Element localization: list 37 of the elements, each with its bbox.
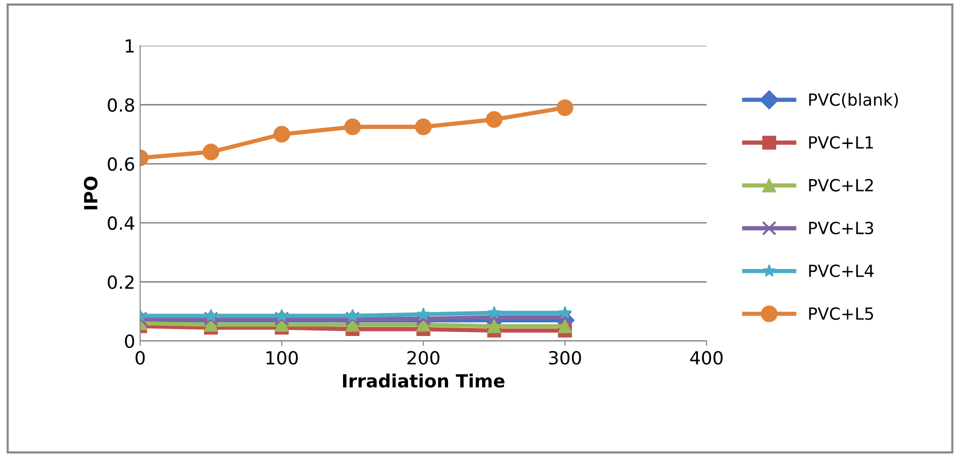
point xyxy=(416,307,430,320)
legend-label: PVC+L5 xyxy=(809,307,874,320)
point xyxy=(558,310,572,325)
point xyxy=(487,319,502,334)
point xyxy=(204,308,218,322)
x-tick-label: 400 xyxy=(690,350,723,365)
point xyxy=(345,311,360,326)
x-tick-label: 100 xyxy=(266,350,298,365)
y-tick-label: 0.8 xyxy=(108,98,134,112)
point xyxy=(204,311,218,326)
y-tick-label: 0.4 xyxy=(108,216,134,230)
point xyxy=(202,144,220,160)
point xyxy=(346,308,360,322)
point xyxy=(344,118,361,136)
y-tick-label: 0.2 xyxy=(108,275,134,289)
point xyxy=(275,308,288,322)
y-tick-label: 0.6 xyxy=(108,157,134,171)
x-tick-label: 0 xyxy=(136,350,145,365)
x-axis-title: Irradiation Time xyxy=(343,374,504,388)
point xyxy=(558,306,572,319)
point xyxy=(274,311,290,326)
point xyxy=(488,306,501,319)
x-tick-label: 200 xyxy=(407,350,440,365)
point xyxy=(558,319,572,334)
point xyxy=(486,111,502,128)
legend-label: PVC+L3 xyxy=(809,222,874,234)
legend-label: PVC(blank) xyxy=(809,93,898,108)
legend-label: PVC+L2 xyxy=(809,178,873,192)
legend-label: PVC+L4 xyxy=(809,264,874,278)
point xyxy=(415,118,432,136)
point xyxy=(273,126,290,143)
y-axis-title: IPO xyxy=(84,176,98,210)
y-tick-label: 0 xyxy=(125,334,134,348)
x-tick-label: 300 xyxy=(549,350,581,365)
point xyxy=(556,99,574,116)
legend-label: PVC+L1 xyxy=(809,136,873,149)
y-tick-label: 1 xyxy=(126,39,134,53)
